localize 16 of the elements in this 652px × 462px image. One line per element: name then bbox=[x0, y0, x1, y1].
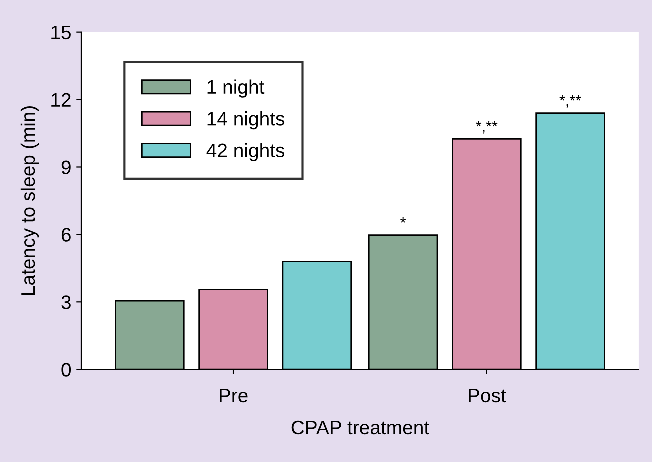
data-label: *,** bbox=[476, 121, 498, 134]
y-axis-title: Latency to sleep (min) bbox=[20, 106, 40, 296]
y-tick-label: 9 bbox=[62, 160, 71, 174]
y-tick-label: 15 bbox=[52, 26, 71, 40]
data-label: *,** bbox=[560, 95, 582, 108]
x-tick-label: Post bbox=[469, 389, 506, 403]
y-tick-label: 3 bbox=[62, 296, 71, 310]
data-label: * bbox=[400, 218, 406, 223]
y-tick-label: 0 bbox=[62, 363, 72, 377]
y-tick-label: 6 bbox=[62, 228, 71, 242]
legend-label: 1 night bbox=[208, 80, 265, 98]
legend-label: 42 nights bbox=[206, 143, 285, 162]
legend-label: 14 nights bbox=[208, 112, 285, 130]
x-tick-label: Pre bbox=[220, 389, 248, 403]
y-tick-label: 12 bbox=[52, 93, 71, 107]
x-axis-title: CPAP treatment bbox=[292, 420, 430, 435]
